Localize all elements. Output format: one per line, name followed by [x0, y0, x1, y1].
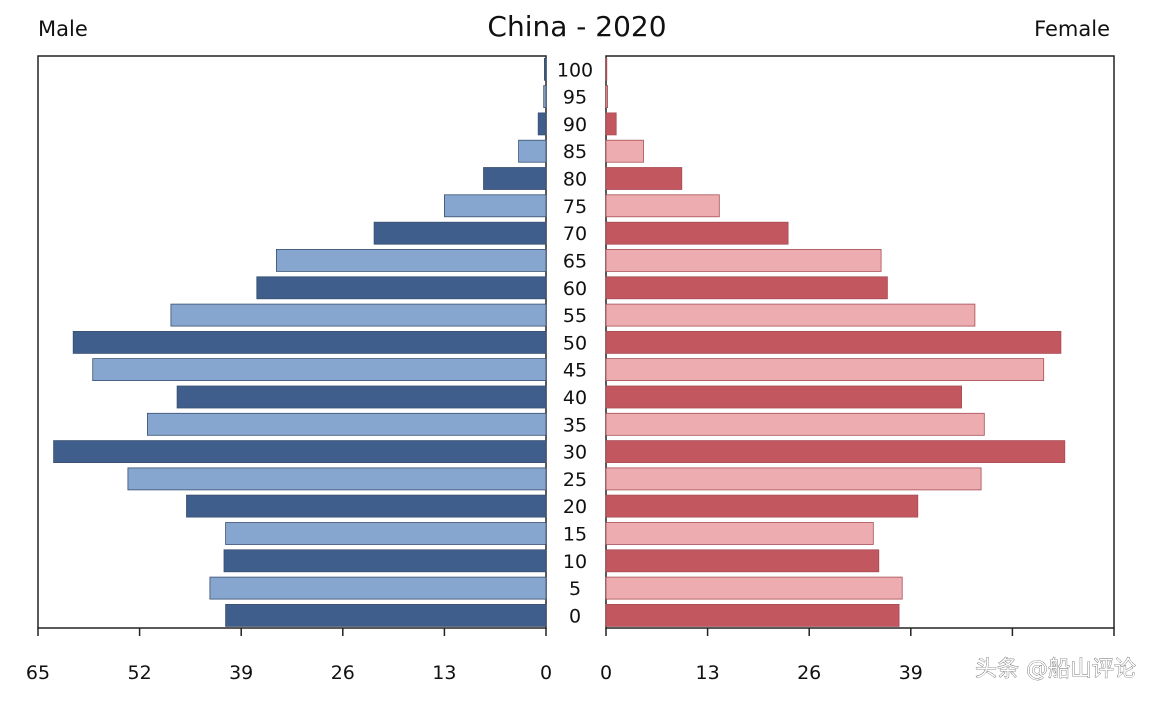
age-label-0: 0: [569, 605, 581, 627]
age-label-90: 90: [563, 114, 587, 136]
age-label-45: 45: [563, 360, 587, 382]
male-tick-label: 0: [540, 662, 552, 684]
male-tick-label: 26: [331, 662, 355, 684]
age-label-65: 65: [563, 250, 587, 272]
age-label-80: 80: [563, 169, 587, 191]
female-bar-20: [605, 494, 919, 518]
male-bar-45: [92, 358, 547, 382]
age-labels: 0 5 10 15 20 25 30 35 40 45 50 55 60 65 70 75 80 85 90 95 10…: [557, 59, 593, 627]
female-bars: [605, 57, 1066, 627]
male-bar-15: [225, 522, 547, 545]
male-bar-65: [275, 248, 547, 272]
male-bar-75: [443, 194, 547, 218]
male-bar-35: [146, 412, 547, 436]
female-bar-25: [605, 467, 982, 491]
male-tick-label: 65: [26, 662, 50, 684]
age-label-15: 15: [563, 524, 587, 546]
male-x-axis: 65 52 39 26 13 0: [26, 628, 552, 684]
female-bar-55: [605, 303, 976, 327]
age-label-5: 5: [569, 578, 581, 600]
male-tick-label: 39: [229, 662, 253, 684]
female-tick-label: 39: [899, 662, 923, 684]
female-bar-75: [605, 194, 720, 218]
male-bar-30: [53, 440, 547, 464]
female-bar-90: [605, 112, 617, 136]
female-tick-label: 26: [797, 662, 821, 684]
female-tick-label: 13: [696, 662, 720, 684]
age-label-55: 55: [563, 305, 587, 327]
male-bar-80: [483, 167, 547, 190]
male-bar-20: [186, 494, 547, 518]
age-label-10: 10: [563, 551, 587, 573]
male-bar-95: [543, 85, 547, 108]
male-bars: [53, 57, 547, 627]
female-bar-40: [605, 385, 963, 409]
watermark: 头条 @船山评论: [975, 657, 1136, 682]
female-bar-70: [605, 221, 789, 245]
male-bar-100: [544, 57, 547, 81]
age-label-100: 100: [557, 59, 593, 81]
male-bar-90: [537, 112, 547, 136]
age-label-40: 40: [563, 387, 587, 409]
female-tick-label: 0: [600, 662, 612, 684]
male-bar-0: [225, 604, 547, 627]
female-bar-80: [605, 167, 683, 190]
age-label-20: 20: [563, 496, 587, 518]
female-bar-45: [605, 358, 1045, 382]
age-label-25: 25: [563, 469, 587, 491]
male-bar-40: [176, 385, 547, 409]
female-bar-5: [605, 576, 903, 600]
male-tick-label: 52: [128, 662, 152, 684]
age-label-30: 30: [563, 442, 587, 464]
age-label-35: 35: [563, 414, 587, 436]
age-label-50: 50: [563, 332, 587, 354]
female-bar-95: [605, 85, 609, 108]
male-bar-25: [127, 467, 547, 491]
female-bar-15: [605, 522, 874, 545]
female-bar-50: [605, 330, 1062, 354]
male-bar-70: [373, 221, 547, 245]
female-bar-100: [605, 57, 608, 81]
female-bar-65: [605, 248, 882, 272]
male-bar-60: [256, 276, 547, 300]
age-label-75: 75: [563, 196, 587, 218]
male-tick-label: 13: [432, 662, 456, 684]
age-label-60: 60: [563, 278, 587, 300]
age-label-70: 70: [563, 223, 587, 245]
female-bar-0: [605, 604, 900, 627]
male-bar-50: [72, 330, 547, 354]
female-bar-85: [605, 139, 644, 163]
female-x-axis: 0 13 26 39: [600, 628, 1115, 684]
male-bar-85: [518, 139, 547, 163]
male-bar-5: [209, 576, 547, 600]
left-label: Male: [38, 17, 88, 41]
female-bar-35: [605, 412, 985, 436]
male-bar-10: [223, 549, 547, 573]
age-label-95: 95: [563, 87, 587, 109]
female-bar-60: [605, 276, 888, 300]
male-bar-55: [170, 303, 547, 327]
right-label: Female: [1034, 17, 1110, 41]
age-label-85: 85: [563, 141, 587, 163]
female-bar-30: [605, 440, 1066, 464]
chart-title: China - 2020: [487, 10, 666, 43]
female-bar-10: [605, 549, 880, 573]
